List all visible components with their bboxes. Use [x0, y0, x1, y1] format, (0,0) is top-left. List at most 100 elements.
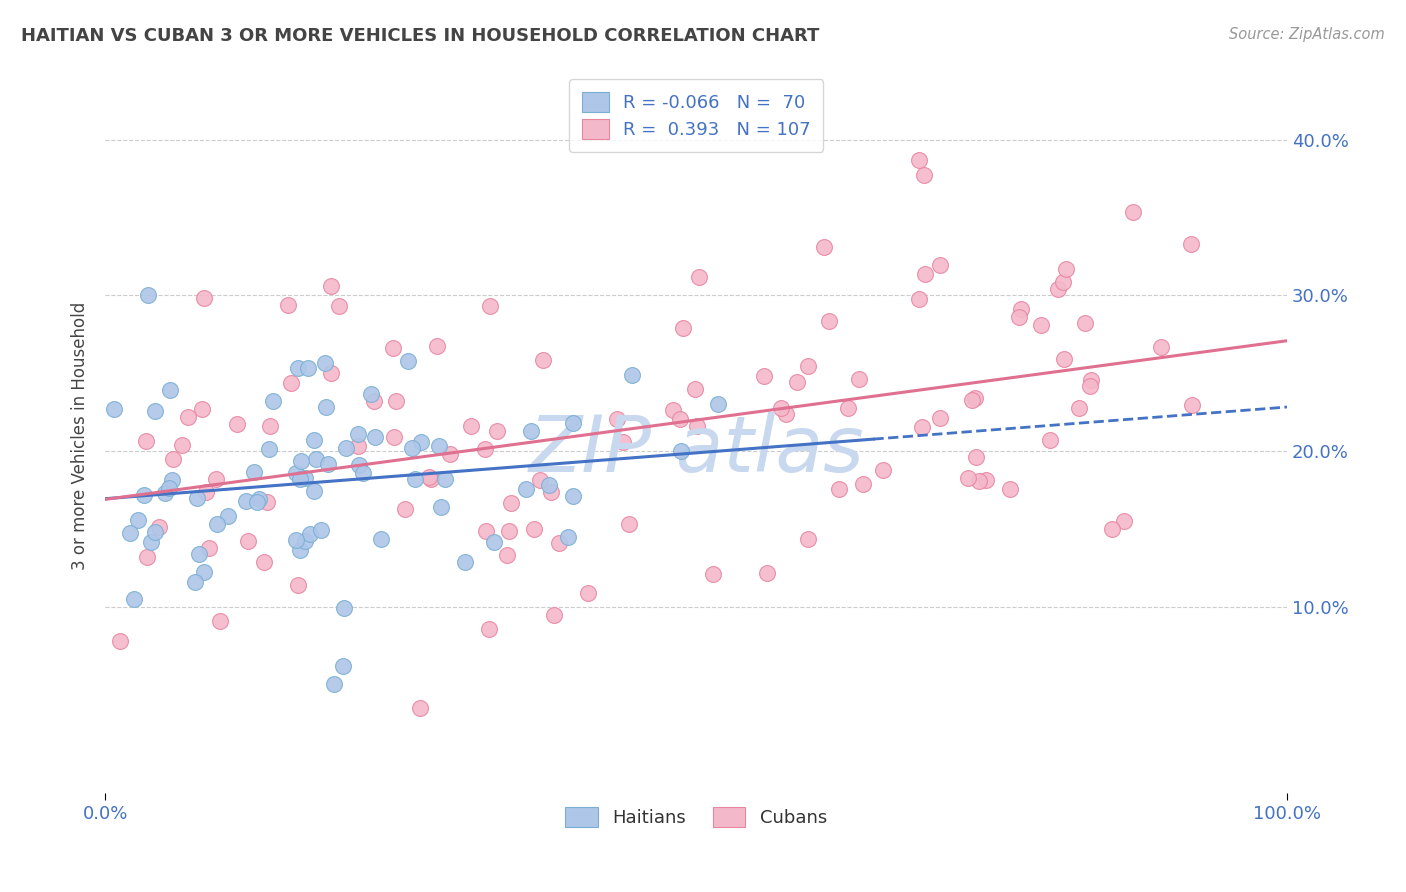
Point [1122, 204, 1144, 219]
Point [770, 401, 793, 416]
Point [852, 477, 875, 491]
Point [1053, 351, 1076, 366]
Point [529, 473, 551, 487]
Point [335, 441, 357, 455]
Point [193, 565, 215, 579]
Point [332, 658, 354, 673]
Point [103, 402, 125, 417]
Point [316, 457, 339, 471]
Point [914, 267, 936, 281]
Point [207, 517, 229, 532]
Point [256, 494, 278, 508]
Y-axis label: 3 or more Vehicles in Household: 3 or more Vehicles in Household [72, 301, 89, 569]
Point [755, 566, 778, 580]
Point [557, 530, 579, 544]
Point [294, 471, 316, 485]
Point [1080, 373, 1102, 387]
Point [420, 472, 443, 486]
Point [754, 369, 776, 384]
Point [967, 474, 990, 488]
Point [347, 439, 370, 453]
Point [965, 450, 987, 464]
Point [190, 401, 212, 416]
Point [346, 427, 368, 442]
Point [775, 407, 797, 421]
Point [520, 424, 543, 438]
Point [193, 292, 215, 306]
Point [813, 240, 835, 254]
Point [702, 567, 724, 582]
Point [302, 483, 325, 498]
Point [957, 471, 980, 485]
Point [911, 420, 934, 434]
Point [1010, 301, 1032, 316]
Point [908, 292, 931, 306]
Point [540, 485, 562, 500]
Point [998, 482, 1021, 496]
Point [134, 488, 156, 502]
Point [184, 575, 207, 590]
Point [786, 375, 808, 389]
Point [496, 548, 519, 562]
Point [143, 525, 166, 540]
Point [246, 495, 269, 509]
Point [294, 533, 316, 548]
Point [328, 300, 350, 314]
Point [478, 299, 501, 313]
Point [1052, 275, 1074, 289]
Point [176, 409, 198, 424]
Point [262, 393, 284, 408]
Point [394, 501, 416, 516]
Point [974, 473, 997, 487]
Point [360, 387, 382, 401]
Point [1112, 514, 1135, 528]
Point [606, 412, 628, 426]
Point [872, 463, 894, 477]
Point [284, 533, 307, 548]
Point [418, 470, 440, 484]
Point [562, 417, 585, 431]
Point [159, 383, 181, 397]
Point [515, 483, 537, 497]
Legend: Haitians, Cubans: Haitians, Cubans [558, 800, 834, 834]
Point [1149, 340, 1171, 354]
Point [118, 525, 141, 540]
Point [486, 424, 509, 438]
Point [425, 339, 447, 353]
Point [965, 391, 987, 405]
Point [323, 677, 346, 691]
Point [548, 535, 571, 549]
Point [537, 478, 560, 492]
Point [1031, 318, 1053, 332]
Point [319, 366, 342, 380]
Point [205, 472, 228, 486]
Point [148, 520, 170, 534]
Point [290, 454, 312, 468]
Point [188, 547, 211, 561]
Point [837, 401, 859, 416]
Point [848, 372, 870, 386]
Point [962, 392, 984, 407]
Point [157, 481, 180, 495]
Point [311, 523, 333, 537]
Point [1180, 237, 1202, 252]
Point [561, 489, 583, 503]
Point [427, 439, 450, 453]
Text: Source: ZipAtlas.com: Source: ZipAtlas.com [1229, 27, 1385, 42]
Point [671, 321, 693, 335]
Point [1008, 310, 1031, 324]
Point [617, 516, 640, 531]
Point [160, 473, 183, 487]
Point [314, 356, 336, 370]
Point [1101, 522, 1123, 536]
Point [1078, 379, 1101, 393]
Point [796, 359, 818, 373]
Point [620, 368, 643, 383]
Point [498, 524, 520, 538]
Point [364, 429, 387, 443]
Point [277, 298, 299, 312]
Point [501, 496, 523, 510]
Point [411, 435, 433, 450]
Point [474, 442, 496, 457]
Point [217, 509, 239, 524]
